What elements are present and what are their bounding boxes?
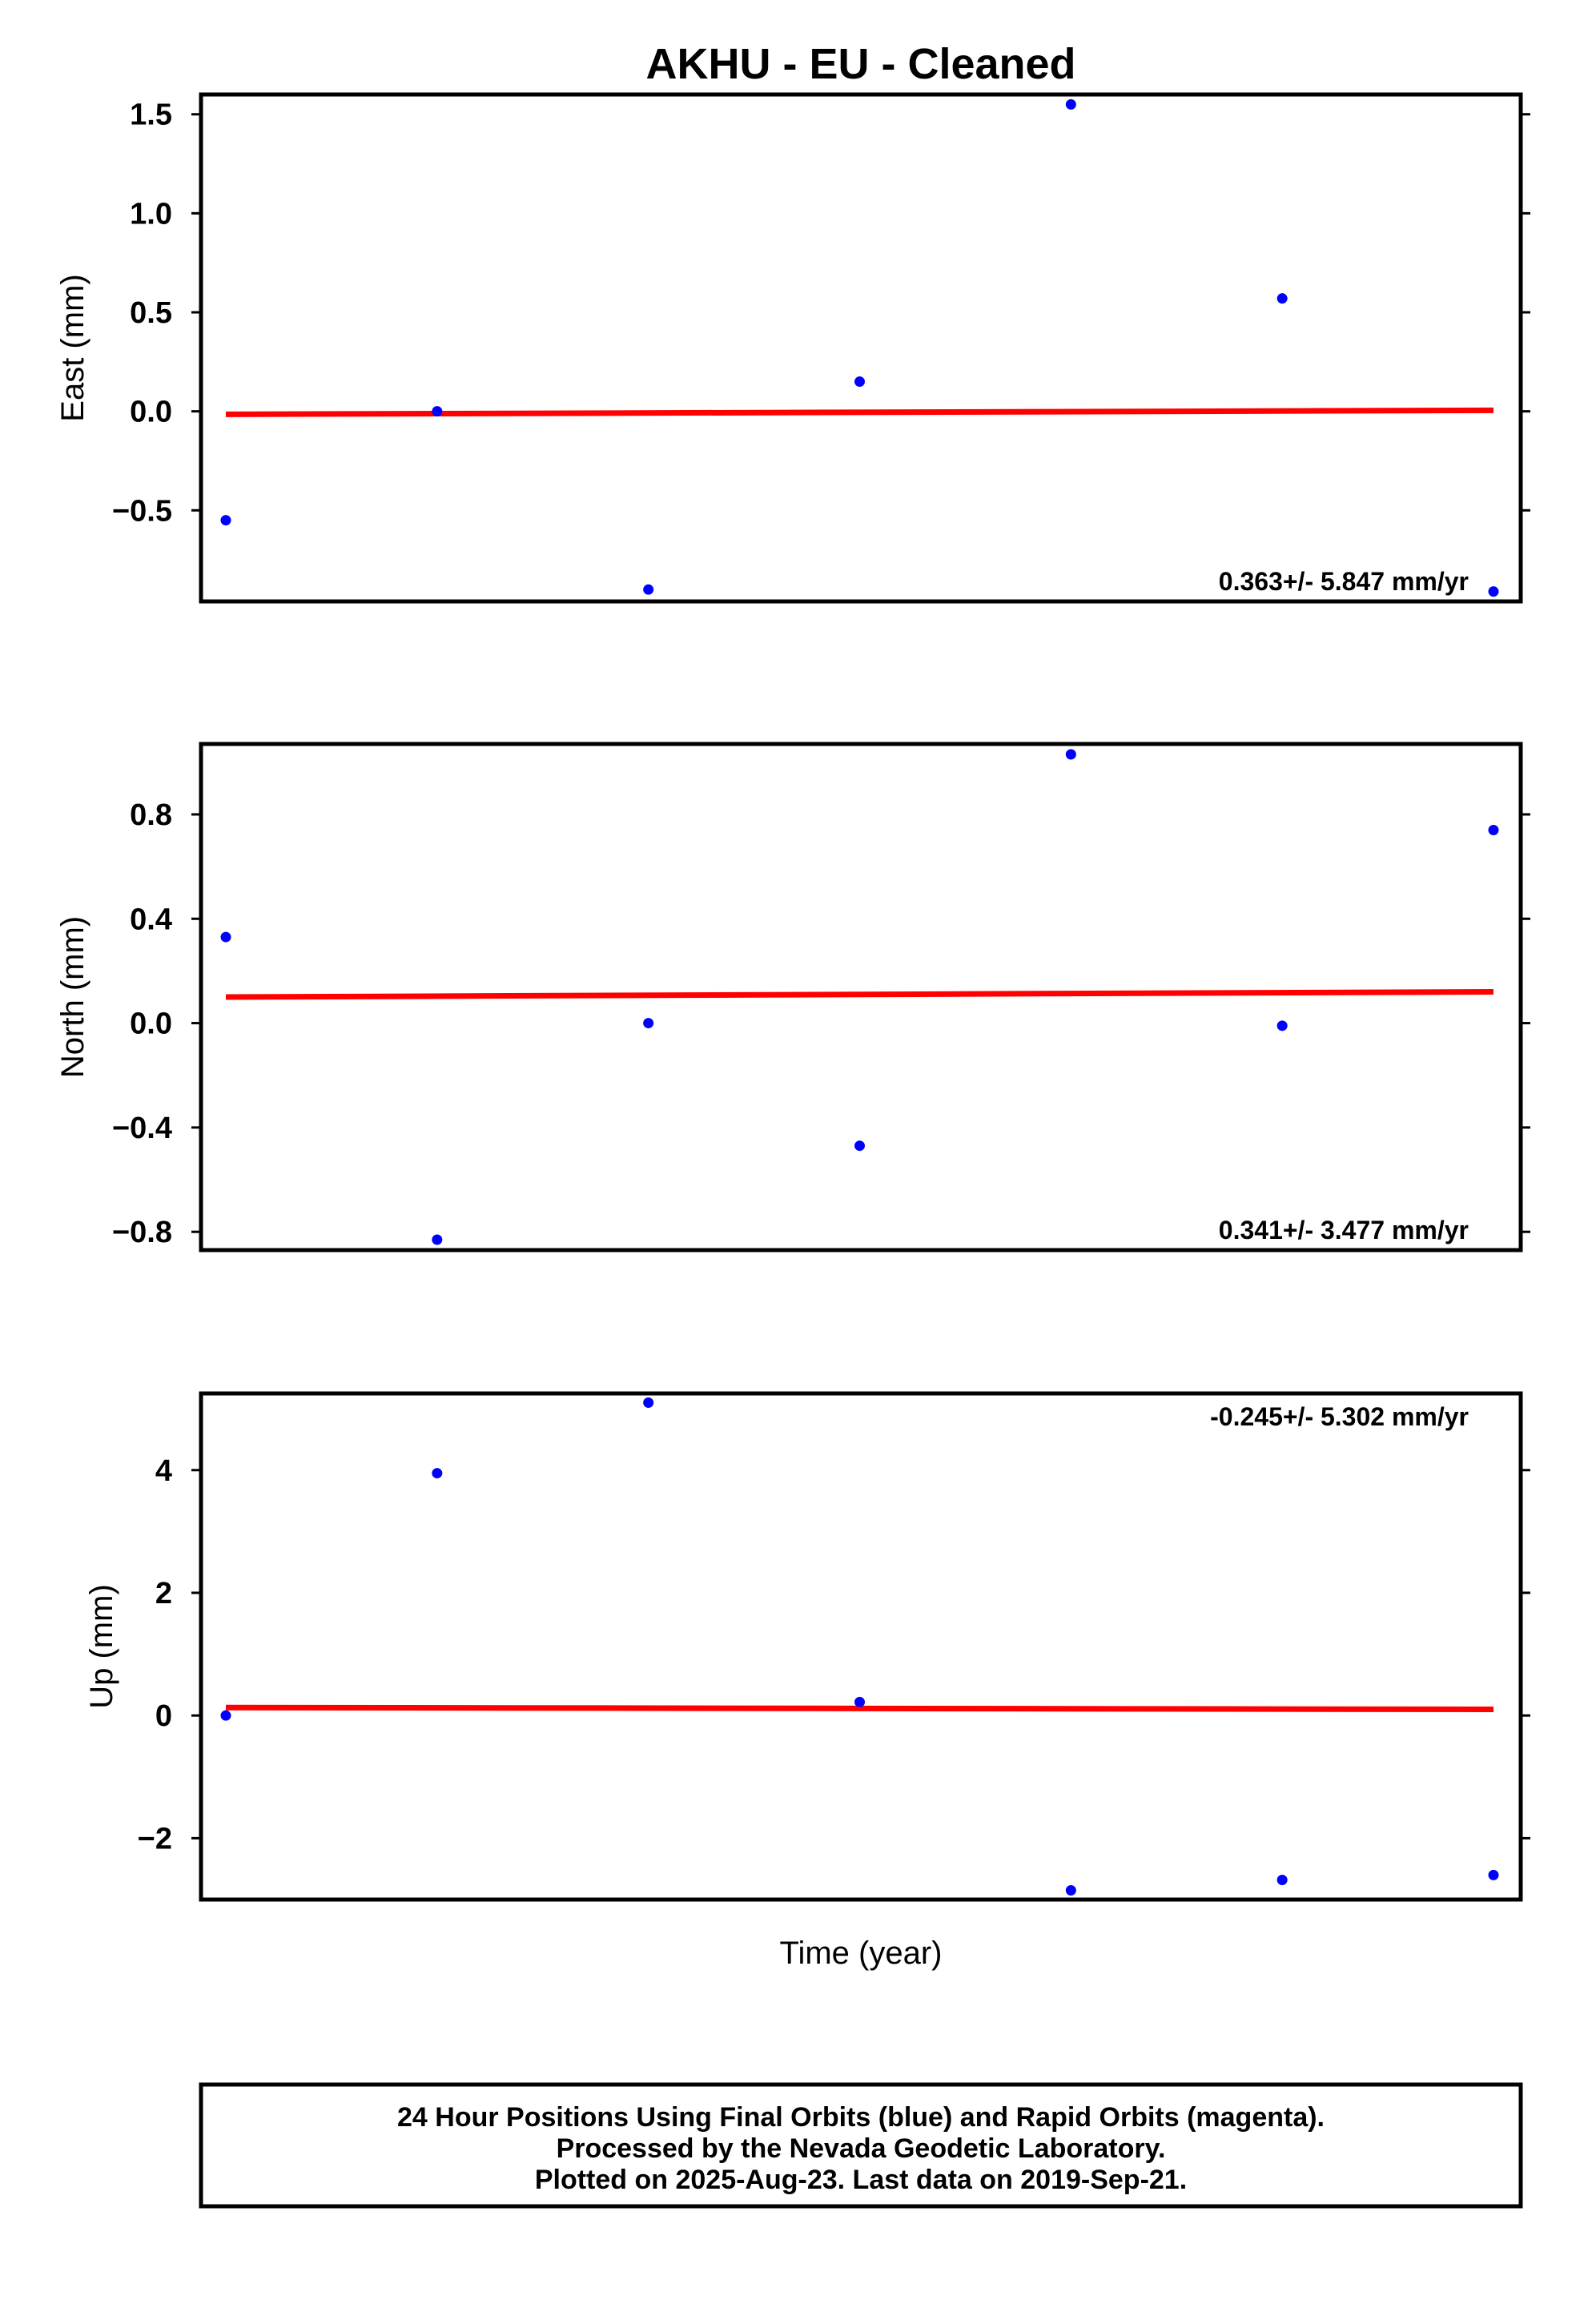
east-tick-label: 1.0: [130, 197, 172, 231]
up-data-point: [643, 1397, 654, 1408]
north-y-axis-label: North (mm): [55, 916, 90, 1078]
north-data-point: [1065, 749, 1076, 760]
east-y-axis-label: East (mm): [55, 274, 90, 421]
north-tick-label: 0.0: [130, 1007, 172, 1041]
east-data-point: [220, 515, 231, 526]
up-data-point: [1065, 1885, 1076, 1896]
footer-frame: [199, 2082, 1523, 2209]
north-tick-label: −0.8: [112, 1216, 172, 1249]
north-data-point: [854, 1140, 865, 1152]
up-tick-label: −2: [138, 1822, 172, 1856]
up-tick-label: 0: [155, 1699, 172, 1733]
east-data-point: [1488, 586, 1499, 597]
footer-line-3: Plotted on 2025-Aug-23. Last data on 201…: [535, 2165, 1187, 2195]
up-tick-label: 4: [155, 1454, 172, 1488]
east-data-point: [854, 376, 865, 388]
up-plot-frame: [199, 1391, 1523, 1902]
east-data-point: [643, 584, 654, 595]
east-tick-label: 0.0: [130, 396, 172, 429]
north-data-point: [432, 1234, 443, 1245]
up-data-point: [1488, 1869, 1499, 1880]
chart-title: AKHU - EU - Cleaned: [645, 40, 1075, 88]
north-data-point: [1488, 825, 1499, 836]
north-data-point: [220, 931, 231, 943]
east-tick-label: 1.5: [130, 99, 172, 132]
up-data-point: [1276, 1874, 1288, 1885]
east-panel: 1.5 1.0 0.5 0.0 −0.5 East (mm) 0.363+/- 5.847 …: [55, 92, 1530, 604]
east-plot-frame: [199, 92, 1523, 604]
north-data-point: [1276, 1020, 1288, 1031]
x-axis-label: Time (year): [780, 1936, 943, 1971]
north-rate-label: 0.341+/- 3.477 mm/yr: [1219, 1216, 1469, 1244]
north-panel: 0.8 0.4 0.0 −0.4 −0.8 North (mm) 0.341+/- 3.47…: [55, 742, 1530, 1252]
up-rate-label: -0.245+/- 5.302 mm/yr: [1210, 1402, 1469, 1431]
up-trend-line: [225, 1704, 1494, 1713]
up-y-axis-label: Up (mm): [84, 1584, 119, 1709]
north-trend-line: [225, 988, 1494, 1000]
east-tick-label: 0.5: [130, 296, 172, 330]
footer-line-2: Processed by the Nevada Geodetic Laborat…: [557, 2133, 1166, 2164]
east-tick-label: −0.5: [112, 494, 172, 528]
east-rate-label: 0.363+/- 5.847 mm/yr: [1219, 567, 1469, 596]
north-tick-label: −0.4: [112, 1112, 172, 1145]
up-tick-label: 2: [155, 1577, 172, 1610]
east-data-point: [1276, 293, 1288, 304]
east-trend-line: [225, 407, 1494, 417]
up-data-point: [220, 1710, 231, 1721]
up-data-point: [432, 1468, 443, 1479]
north-data-point: [643, 1018, 654, 1029]
east-data-point: [1065, 99, 1076, 110]
north-plot-frame: [199, 742, 1523, 1252]
north-tick-label: 0.8: [130, 798, 172, 832]
footer-box: 24 Hour Positions Using Final Orbits (bl…: [199, 2082, 1523, 2209]
east-data-point: [432, 406, 443, 417]
up-panel: 4 2 0 −2 Up (mm) -0.245+/- 5.302 mm/yr: [84, 1391, 1530, 1902]
footer-line-1: 24 Hour Positions Using Final Orbits (bl…: [397, 2102, 1325, 2133]
north-tick-label: 0.4: [130, 903, 172, 936]
up-data-point: [854, 1696, 865, 1707]
